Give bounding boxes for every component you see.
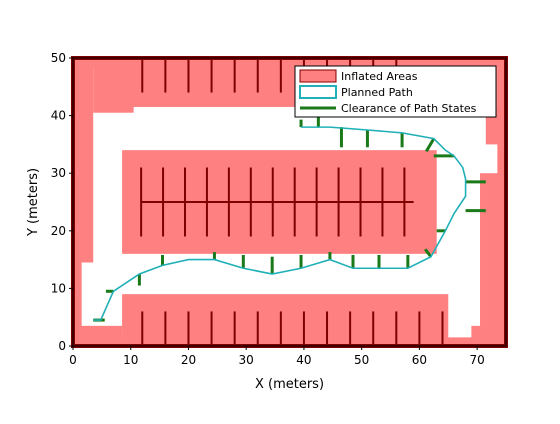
x-tick-label: 50 — [354, 353, 369, 367]
legend-label: Planned Path — [341, 86, 413, 99]
y-tick-label: 20 — [51, 224, 66, 238]
clearance-segment — [423, 248, 433, 258]
x-tick-label: 60 — [412, 353, 427, 367]
y-tick-label: 40 — [51, 109, 66, 123]
legend: Inflated Areas Planned Path Clearance of P… — [294, 65, 497, 118]
legend-swatch-path — [299, 85, 337, 99]
y-axis-label: Y (meters) — [26, 168, 41, 237]
x-axis-label: X (meters) — [255, 377, 324, 392]
clearance-segment — [425, 137, 436, 153]
plot-area — [71, 56, 508, 348]
legend-label: Clearance of Path States — [341, 102, 477, 115]
y-tick-label: 30 — [51, 166, 66, 180]
legend-swatch-inflated — [299, 69, 337, 83]
y-tick-label: 0 — [58, 339, 66, 353]
axes: 0 10 20 30 40 50 60 70 0 10 20 30 40 50 — [51, 51, 507, 367]
x-tick-label: 70 — [469, 353, 484, 367]
inflated-area — [73, 325, 123, 346]
x-tick-label: 10 — [123, 353, 138, 367]
y-tick-label: 10 — [51, 281, 66, 295]
y-tick-label: 50 — [51, 51, 66, 65]
inflated-area — [122, 294, 449, 346]
axes-frame — [72, 57, 507, 347]
x-tick-label: 0 — [69, 353, 77, 367]
inflated-area — [73, 58, 94, 263]
x-tick-label: 40 — [296, 353, 311, 367]
x-tick-label: 30 — [239, 353, 254, 367]
x-tick-label: 20 — [181, 353, 196, 367]
planned-path — [93, 126, 467, 321]
inflated-area — [480, 173, 506, 346]
legend-label: Inflated Areas — [341, 70, 418, 83]
